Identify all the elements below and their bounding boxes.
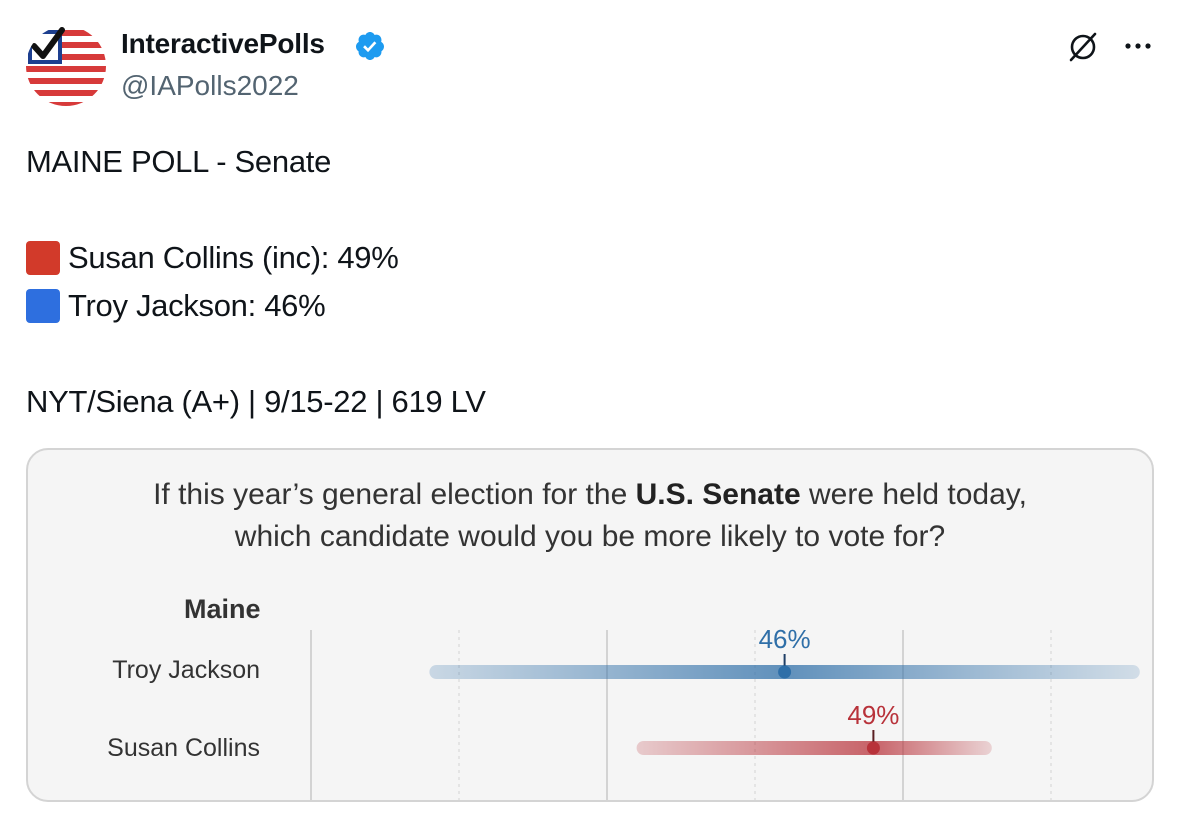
data-label: 49%	[847, 700, 899, 730]
question-line-2: which candidate would you be more likely…	[234, 520, 946, 553]
question-text: If this year’s general election for the	[153, 478, 636, 511]
red-square-icon	[26, 241, 60, 275]
candidate-line-jackson: Troy Jackson: 46%	[26, 282, 1146, 330]
question-text-end: were held today,	[800, 478, 1027, 511]
question-bold-text: U.S. Senate	[635, 478, 801, 511]
more-icon[interactable]	[1120, 28, 1156, 64]
data-label: 46%	[759, 624, 811, 654]
blue-square-icon	[26, 289, 60, 323]
poll-chart: 46% 49%	[310, 624, 1140, 800]
tweet-source-line: NYT/Siena (A+) | 9/15-22 | 619 LV	[26, 384, 486, 419]
tweet-text: MAINE POLL - Senate Susan Collins (inc):…	[26, 138, 1146, 426]
category-label-collins: Susan Collins	[107, 734, 260, 762]
state-label: Maine	[184, 594, 261, 624]
candidate-line-collins: Susan Collins (inc): 49%	[26, 234, 1146, 282]
avatar-logo	[26, 26, 106, 106]
data-point	[866, 741, 880, 755]
tweet-title-line: MAINE POLL - Senate	[26, 144, 332, 179]
candidate-text: Susan Collins (inc): 49%	[68, 240, 399, 275]
handle[interactable]: @IAPolls2022	[121, 70, 299, 101]
poll-question: If this year’s general election for the …	[28, 474, 1152, 558]
grok-icon[interactable]	[1066, 30, 1100, 64]
poll-card-image[interactable]: If this year’s general election for the …	[26, 448, 1154, 802]
display-name[interactable]: InteractivePolls	[121, 28, 325, 59]
range-bar	[636, 741, 992, 755]
avatar[interactable]	[26, 26, 106, 106]
verified-badge-icon[interactable]	[354, 30, 386, 62]
data-point	[778, 665, 792, 679]
candidate-text: Troy Jackson: 46%	[68, 288, 326, 323]
category-label-jackson: Troy Jackson	[112, 656, 260, 684]
